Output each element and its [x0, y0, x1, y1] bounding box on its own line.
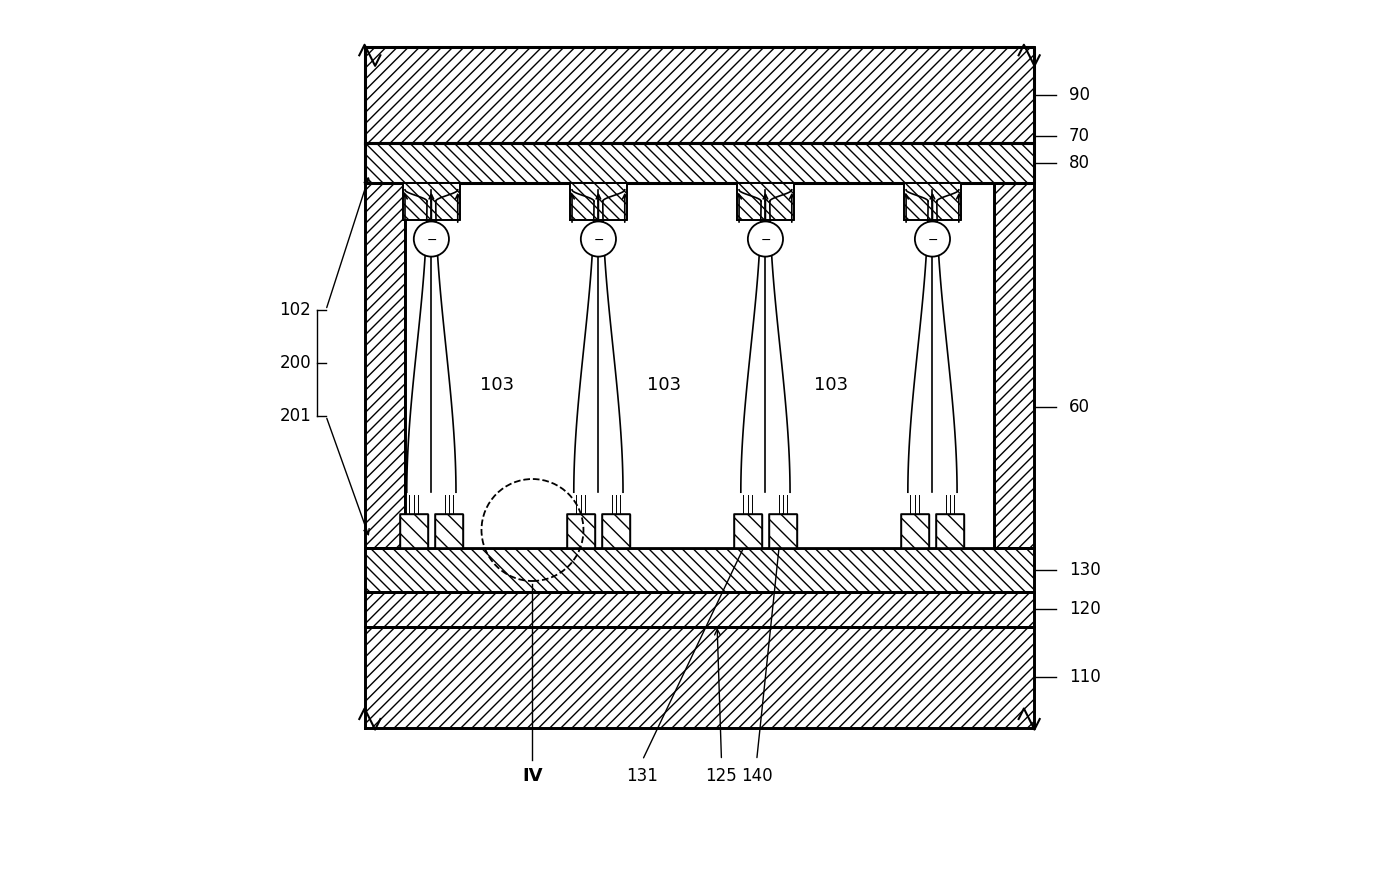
Bar	[602, 514, 630, 547]
Text: 125: 125	[705, 767, 737, 785]
Text: 103: 103	[480, 376, 515, 394]
Bar	[403, 183, 460, 220]
Text: $-$: $-$	[928, 232, 937, 246]
Text: IV: IV	[522, 767, 543, 785]
Text: 131: 131	[627, 767, 659, 785]
Circle shape	[414, 221, 449, 256]
Bar	[365, 143, 1034, 183]
Bar	[995, 183, 1034, 547]
Text: 201: 201	[280, 406, 311, 425]
Bar	[569, 183, 627, 220]
Bar	[365, 46, 1034, 143]
Bar	[901, 514, 929, 547]
Bar	[936, 514, 964, 547]
Text: 130: 130	[1069, 561, 1101, 579]
Text: 102: 102	[280, 301, 311, 319]
Bar	[567, 514, 595, 547]
Bar	[435, 514, 463, 547]
Bar	[904, 183, 961, 220]
Text: 103: 103	[814, 376, 848, 394]
Text: 120: 120	[1069, 600, 1101, 618]
Bar	[769, 514, 797, 547]
Text: 200: 200	[280, 354, 311, 372]
Circle shape	[748, 221, 783, 256]
Bar	[734, 514, 762, 547]
Bar	[400, 514, 428, 547]
Bar	[365, 591, 1034, 627]
Text: $-$: $-$	[593, 232, 604, 246]
Bar	[365, 183, 404, 547]
Text: 140: 140	[741, 767, 772, 785]
Circle shape	[915, 221, 950, 256]
Text: 90: 90	[1069, 86, 1090, 104]
Bar	[365, 627, 1034, 728]
Text: 70: 70	[1069, 127, 1090, 145]
Bar	[737, 183, 795, 220]
Text: 110: 110	[1069, 668, 1101, 686]
Bar	[365, 547, 1034, 591]
Text: $-$: $-$	[425, 232, 436, 246]
Circle shape	[581, 221, 616, 256]
Text: 60: 60	[1069, 398, 1090, 416]
Text: 103: 103	[648, 376, 681, 394]
Text: $-$: $-$	[760, 232, 771, 246]
Text: 80: 80	[1069, 154, 1090, 172]
Bar	[404, 183, 995, 547]
